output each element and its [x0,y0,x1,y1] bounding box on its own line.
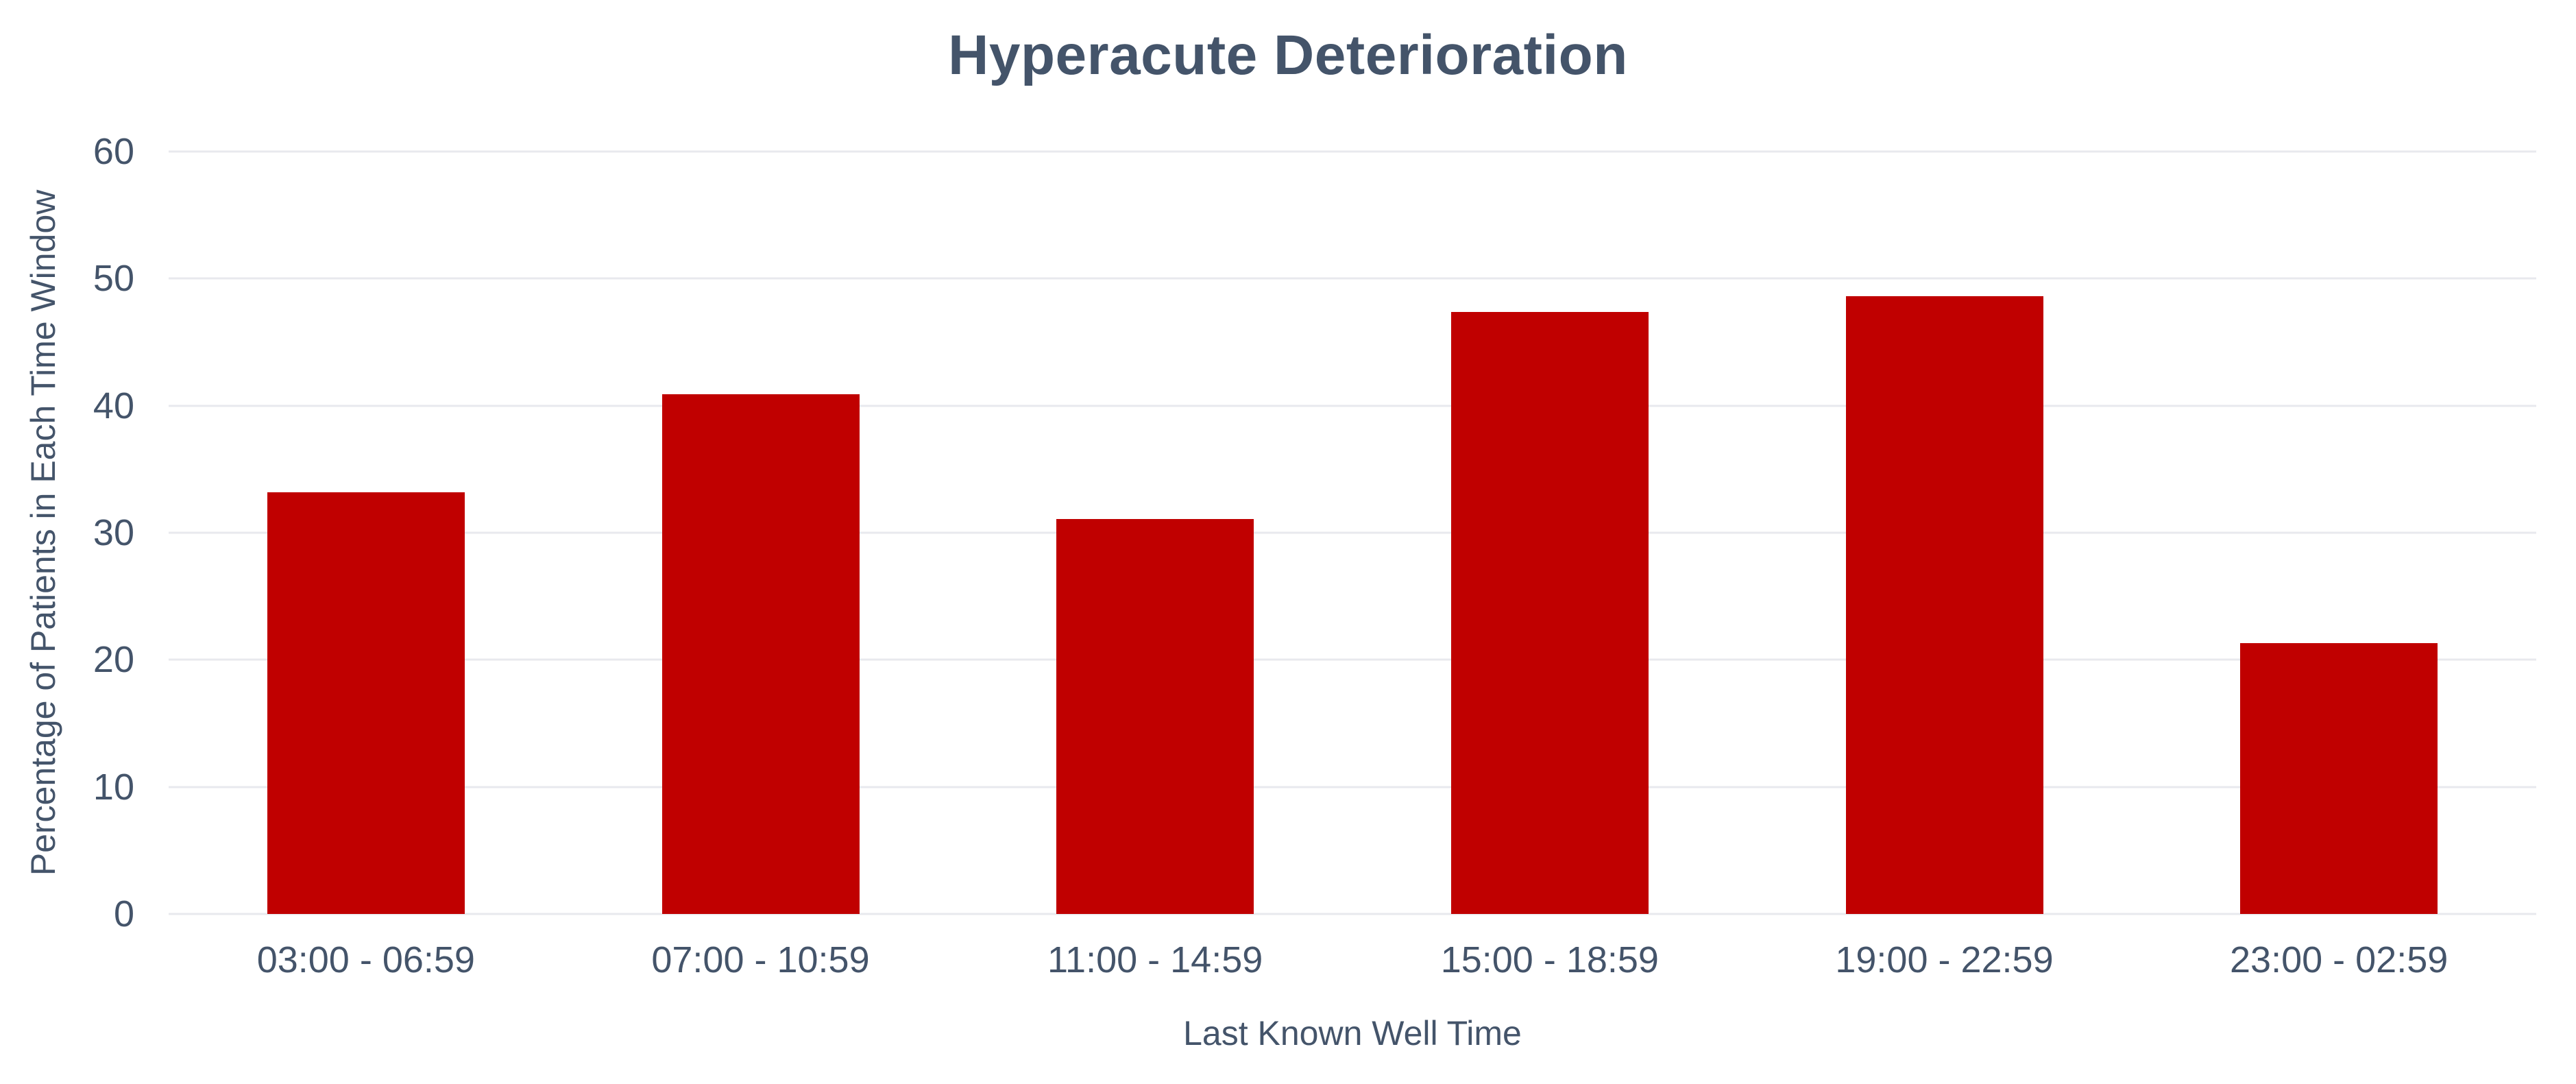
plot-area [169,150,2536,915]
bar [661,394,860,914]
y-tick-label: 60 [93,131,134,172]
y-axis-ticks: 0 10 20 30 40 50 60 [0,133,134,932]
gridline [169,913,2536,915]
bar [1450,311,1649,914]
bar [2240,643,2438,914]
gridline [169,405,2536,407]
bar [267,492,465,914]
x-tick-label: 07:00 - 10:59 [651,939,870,980]
x-axis-title: Last Known Well Time [1183,1014,1522,1052]
x-tick-label: 19:00 - 22:59 [1835,939,2054,980]
gridline [169,786,2536,788]
bar [1056,518,1254,914]
chart-title: Hyperacute Deterioration [948,24,1628,86]
y-tick-label: 20 [93,639,134,681]
gridline [169,150,2536,153]
x-tick-label: 23:00 - 02:59 [2230,939,2449,980]
gridline [169,277,2536,280]
x-tick-label: 03:00 - 06:59 [256,939,475,980]
gridline [169,658,2536,661]
y-tick-label: 0 [113,893,134,935]
y-tick-label: 30 [93,512,134,553]
y-tick-label: 40 [93,385,134,426]
x-tick-label: 15:00 - 18:59 [1440,939,1659,980]
y-tick-label: 50 [93,258,134,300]
gridline [169,531,2536,534]
y-tick-label: 10 [93,766,134,808]
x-tick-label: 11:00 - 14:59 [1047,939,1263,980]
bar [1845,296,2043,914]
x-axis-ticks: 03:00 - 06:59 07:00 - 10:59 11:00 - 14:59 1… [169,941,2536,979]
